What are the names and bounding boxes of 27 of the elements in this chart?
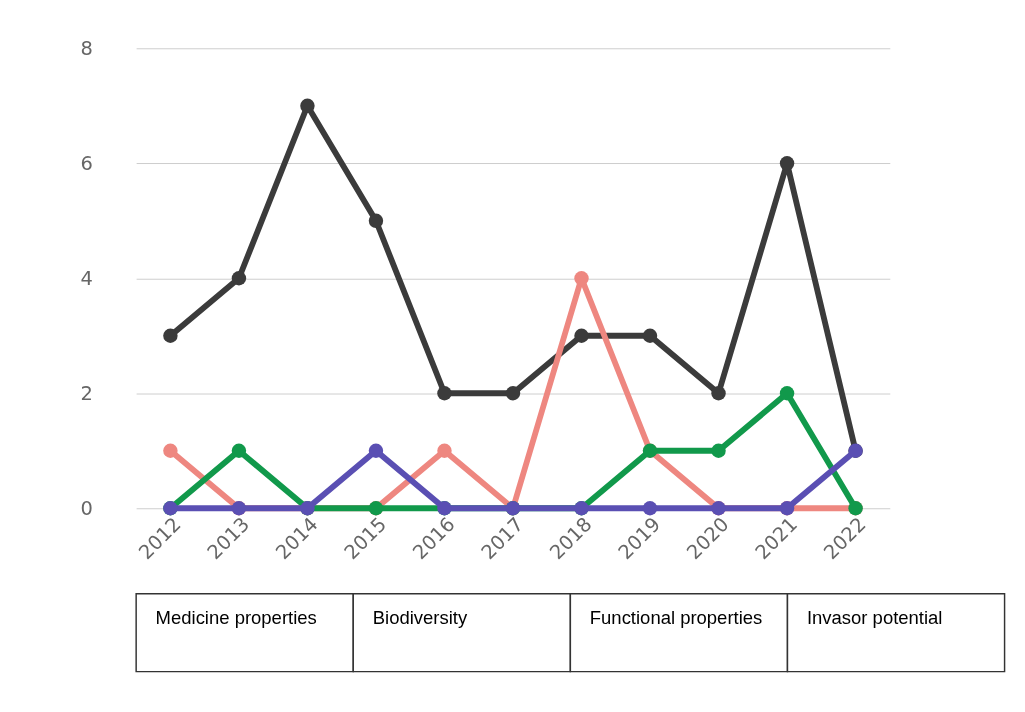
text: Invasor potential (806, 606, 943, 628)
point (574, 328, 589, 343)
text: Functional properties (589, 606, 763, 628)
text: Medicine properties (155, 606, 317, 628)
y-tick-label: 2 (80, 381, 93, 405)
point (505, 386, 521, 401)
y-tick-label: 6 (80, 151, 93, 175)
text: Biodiversity (372, 606, 468, 628)
point (779, 386, 795, 401)
point (163, 328, 178, 343)
point (642, 328, 658, 343)
point (300, 98, 315, 113)
point (779, 156, 795, 171)
point (163, 443, 178, 458)
point (231, 443, 247, 458)
point (642, 501, 658, 516)
point (368, 213, 384, 228)
y-tick-label: 8 (80, 36, 93, 60)
point (437, 443, 452, 458)
y-tick-label: 0 (80, 496, 93, 520)
point (437, 386, 452, 401)
y-tick-label: 4 (80, 266, 93, 290)
point (711, 443, 726, 458)
point (711, 386, 726, 401)
point (368, 443, 384, 458)
point (574, 271, 589, 286)
point (231, 271, 247, 286)
